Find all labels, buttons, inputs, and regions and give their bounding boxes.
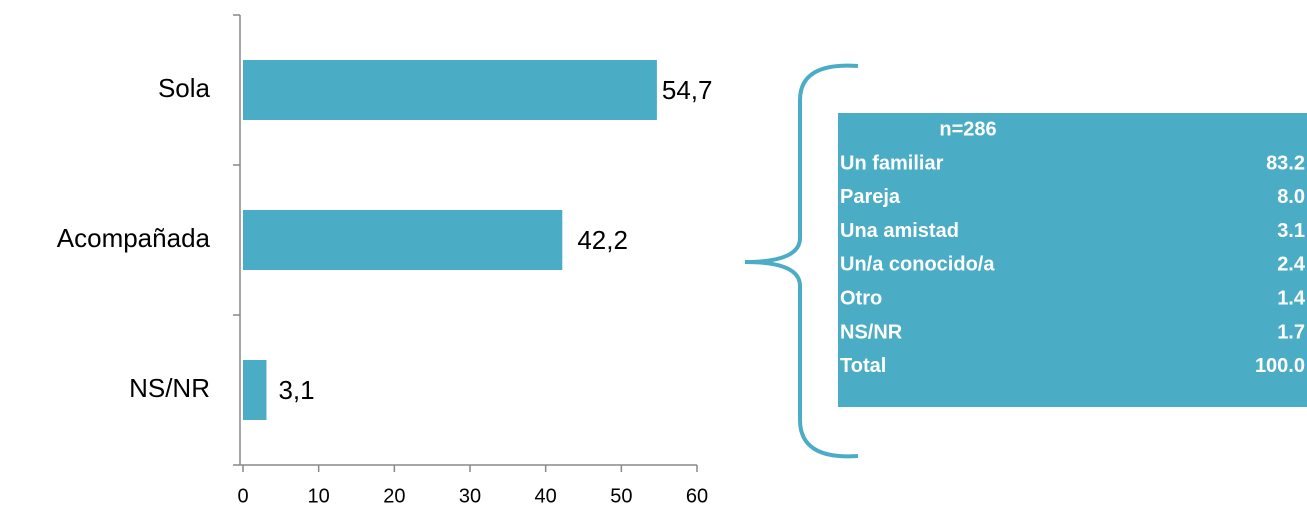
x-tick-label: 50 (610, 485, 632, 507)
table-row-value: 1.4 (1277, 287, 1306, 309)
table-row-value: 8.0 (1277, 186, 1305, 208)
table-row-value: 100.0 (1255, 355, 1305, 377)
table-row-label: Un familiar (840, 152, 944, 174)
table-background (838, 113, 1307, 407)
value-label: 3,1 (278, 375, 314, 405)
x-tick-label: 0 (237, 485, 248, 507)
x-tick-label: 40 (535, 485, 557, 507)
x-tick-label: 10 (308, 485, 330, 507)
table-row-value: 83.2 (1266, 152, 1305, 174)
category-label: Acompañada (57, 223, 211, 253)
category-label: Sola (158, 73, 211, 103)
brace (744, 63, 859, 459)
bar (243, 210, 563, 270)
x-tick-label: 20 (383, 485, 405, 507)
table-row-label: Pareja (840, 186, 901, 208)
value-label: 42,2 (577, 225, 628, 255)
bar (243, 360, 267, 420)
table-row-label: Otro (840, 287, 882, 309)
category-label: NS/NR (129, 373, 210, 403)
table-row-label: Una amistad (840, 220, 959, 242)
table-row-value: 3.1 (1277, 220, 1305, 242)
value-label: 54,7 (662, 75, 713, 105)
x-tick-label: 30 (459, 485, 481, 507)
table-row-label: NS/NR (840, 321, 903, 343)
x-tick-label: 60 (686, 485, 708, 507)
bar (243, 60, 657, 120)
table-row-label: Un/a conocido/a (840, 254, 995, 276)
table-row-value: 2.4 (1277, 254, 1306, 276)
table-row-value: 1.7 (1277, 321, 1305, 343)
table-row-label: Total (840, 355, 886, 377)
table-title: n=286 (939, 118, 996, 140)
